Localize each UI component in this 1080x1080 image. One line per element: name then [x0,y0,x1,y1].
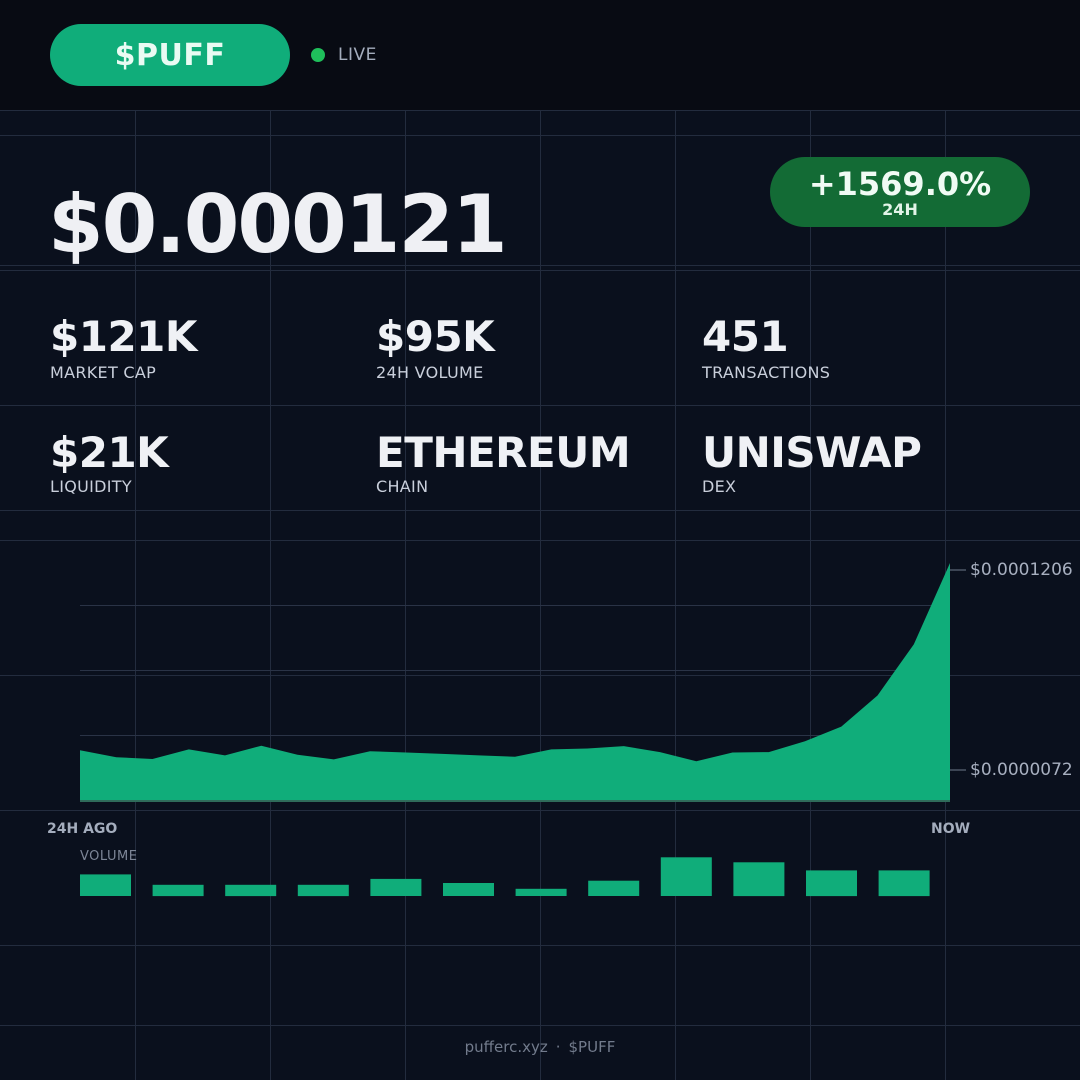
stat-liquidity-value: $21K [50,428,169,477]
time-start-label: 24H AGO [47,821,118,837]
volume-bar [225,884,277,897]
footer: pufferc.xyz · $PUFF [0,1038,1080,1056]
volume-bar [806,870,857,897]
volume-bar [588,880,640,896]
stat-transactions-value: 451 [702,312,789,361]
stat-market-cap-label: MARKET CAP [50,363,157,382]
volume-bar [733,862,785,897]
footer-ticker: $PUFF [568,1038,616,1056]
volume-bar [297,884,349,897]
stat-chain-label: CHAIN [376,477,429,496]
volume-bar [152,884,204,897]
volume-chart-label: VOLUME [80,849,138,864]
stat-dex-label: DEX [702,477,737,496]
stat-liquidity-label: LIQUIDITY [50,477,132,496]
footer-separator: · [555,1038,561,1056]
volume-bar [443,883,494,896]
volume-bar [660,857,712,896]
volume-bar [878,870,930,897]
price-change-badge: +1569.0% 24H [770,157,1030,227]
footer-site: pufferc.xyz [464,1038,548,1056]
time-end-label: NOW [931,821,971,837]
stat-volume-label: 24H VOLUME [376,363,484,382]
volume-bar [80,874,131,896]
live-status-dot-icon [311,48,325,62]
price-change-period: 24H [882,200,918,219]
stat-transactions-label: TRANSACTIONS [702,363,831,382]
price-area-series [80,563,950,801]
stat-volume-value: $95K [376,312,495,361]
volume-bar [515,888,567,896]
stat-market-cap-value: $121K [50,312,197,361]
stat-dex-value: UNISWAP [702,428,922,477]
price-high-label: $0.0001206 [970,560,1073,580]
volume-bar-series [80,857,930,897]
price-low-label: $0.0000072 [970,760,1073,780]
volume-bar [370,878,422,896]
stat-chain-value: ETHEREUM [376,428,631,477]
ticker-label: $PUFF [114,37,226,73]
live-status-label: LIVE [338,45,377,65]
token-price: $0.000121 [48,178,508,271]
price-change-value: +1569.0% [808,165,992,203]
ticker-badge: $PUFF [50,24,290,86]
